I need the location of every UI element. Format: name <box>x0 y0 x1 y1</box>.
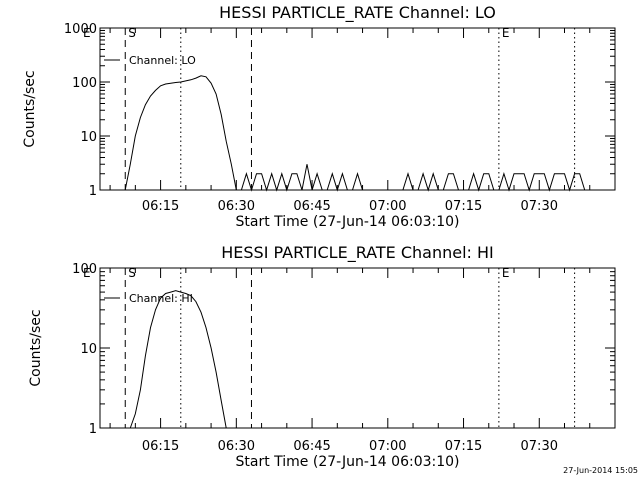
series-line-0 <box>124 75 586 192</box>
y-tick-label: 10 <box>80 130 97 145</box>
marker-label: S <box>128 266 136 280</box>
y-axis-label: Counts/sec <box>22 70 38 147</box>
chart-panel-0: HESSI PARTICLE_RATE Channel: LO100010010… <box>22 3 616 230</box>
legend-label: Channel: LO <box>129 54 196 67</box>
x-tick-label: 06:45 <box>293 199 330 214</box>
x-axis-label: Start Time (27-Jun-14 06:03:10) <box>236 214 460 230</box>
render-timestamp: 27-Jun-2014 15:05 <box>563 466 638 475</box>
x-tick-label: 07:30 <box>521 199 558 214</box>
series-line-0 <box>129 290 227 429</box>
x-tick-label: 06:45 <box>293 439 330 454</box>
y-tick-label: 100 <box>72 262 97 277</box>
marker-label: S <box>128 26 136 40</box>
chart-title: HESSI PARTICLE_RATE Channel: LO <box>219 3 496 23</box>
corner-marker-label: E <box>83 26 91 40</box>
y-tick-label: 10 <box>80 342 97 357</box>
x-axis-label: Start Time (27-Jun-14 06:03:10) <box>236 454 460 470</box>
marker-label: E <box>502 266 510 280</box>
corner-marker-label: E <box>83 266 91 280</box>
y-tick-label: 1 <box>89 184 97 199</box>
x-tick-label: 07:30 <box>521 439 558 454</box>
chart-panel-1: HESSI PARTICLE_RATE Channel: HI 100 10 1 06:… <box>28 243 616 470</box>
chart-title: HESSI PARTICLE_RATE Channel: HI <box>221 243 494 263</box>
y-tick-label: 1000 <box>64 22 97 37</box>
plot-frame <box>99 27 616 191</box>
marker-label: E <box>502 26 510 40</box>
x-tick-label: 06:30 <box>218 199 255 214</box>
x-tick-label: 07:15 <box>445 439 482 454</box>
legend-label: Channel: HI <box>129 292 193 305</box>
y-tick-label: 100 <box>72 76 97 91</box>
x-tick-label: 07:15 <box>445 199 482 214</box>
y-tick-label: 1 <box>89 422 97 437</box>
x-tick-label: 06:15 <box>142 199 179 214</box>
x-tick-label: 07:00 <box>369 439 406 454</box>
x-tick-label: 06:30 <box>218 439 255 454</box>
y-axis-label: Counts/sec <box>28 309 44 386</box>
x-tick-label: 07:00 <box>369 199 406 214</box>
x-tick-label: 06:15 <box>142 439 179 454</box>
